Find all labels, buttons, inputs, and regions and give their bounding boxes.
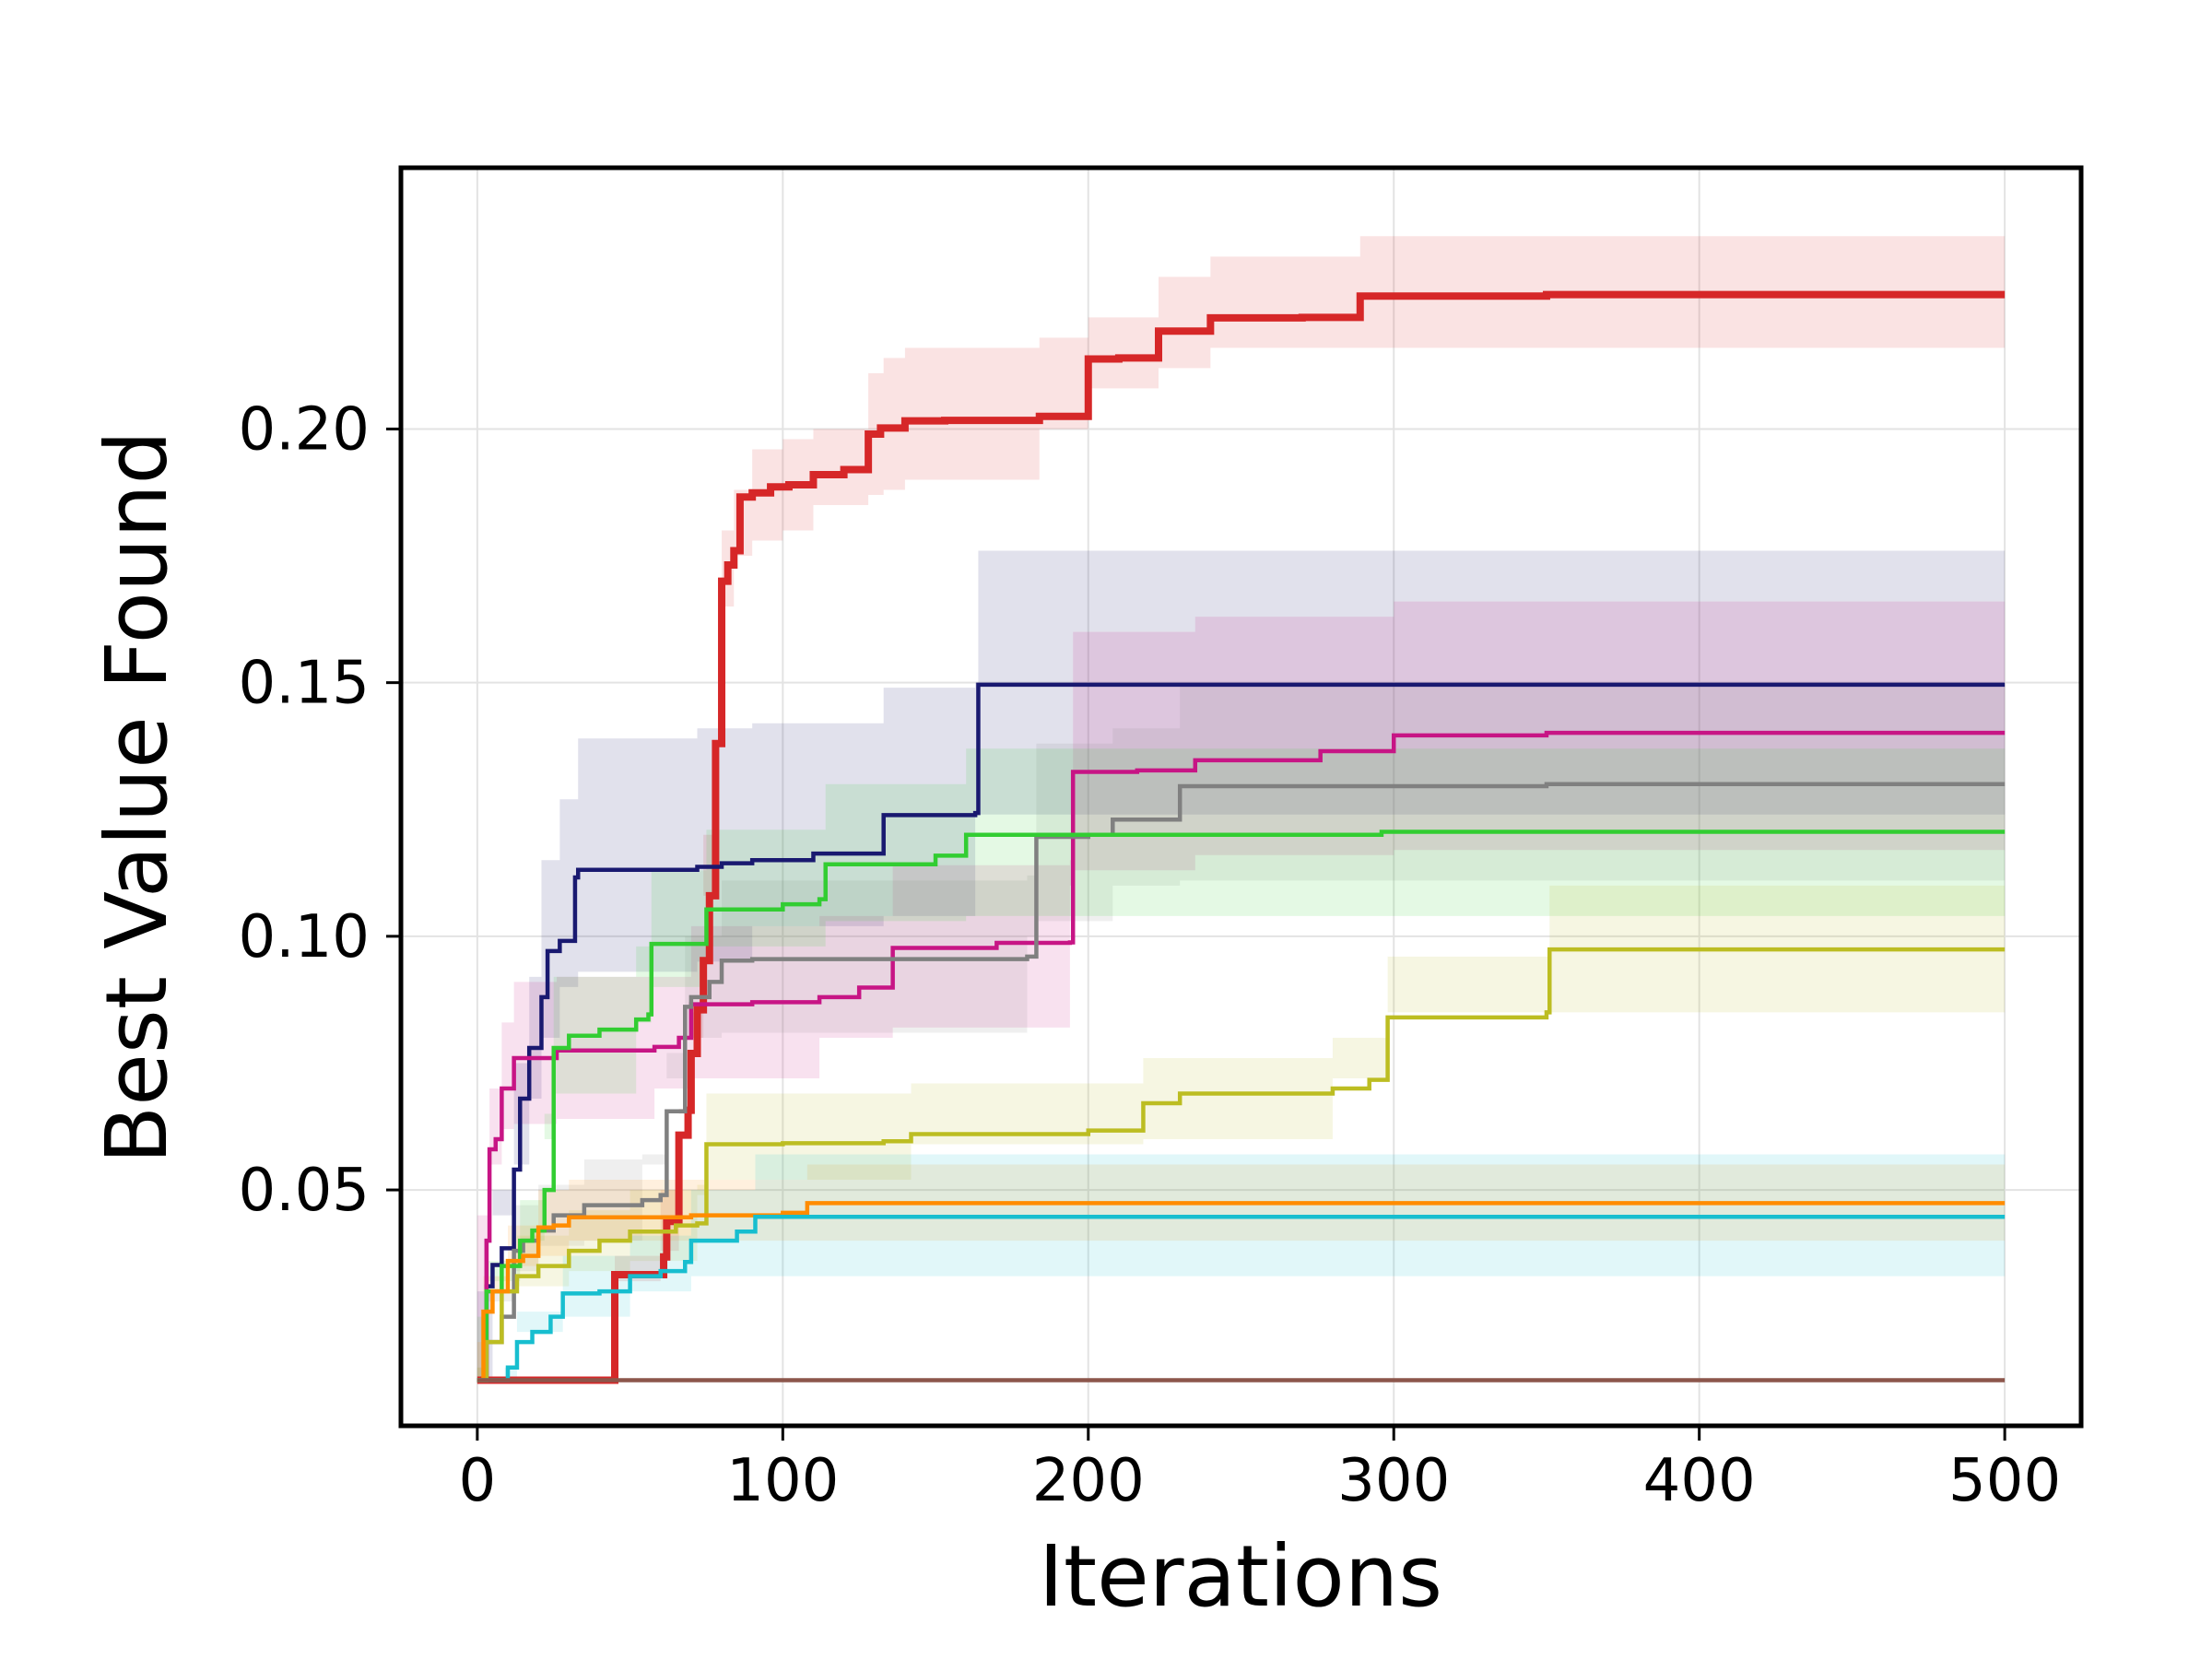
line-olive <box>477 947 2006 1382</box>
band-navy <box>477 550 2006 1381</box>
line-navy <box>477 682 2006 1382</box>
line-green <box>477 830 2006 1382</box>
line-red <box>477 290 2006 1384</box>
band-olive <box>477 885 2006 1381</box>
y-axis-title: Best Value Found <box>88 430 186 1164</box>
x-tick-label: 100 <box>726 1447 839 1515</box>
series-lines <box>477 290 2006 1384</box>
y-tick-label: 0.05 <box>239 1157 371 1225</box>
plot-frame <box>398 165 2084 1429</box>
x-tick-label: 400 <box>1643 1447 1756 1515</box>
x-axis-title: Iterations <box>1039 1527 1442 1626</box>
band-green <box>477 743 2006 1381</box>
x-axis: 0 100 200 300 400 500 <box>459 1426 2061 1515</box>
x-tick-label: 0 <box>459 1447 497 1515</box>
y-tick-label: 0.20 <box>239 395 371 464</box>
x-tick-label: 500 <box>1948 1447 2061 1515</box>
y-tick-label: 0.10 <box>239 903 371 971</box>
line-magenta <box>477 730 2006 1382</box>
band-red <box>477 236 2006 1381</box>
y-axis: 0.05 0.10 0.15 0.20 <box>239 395 401 1225</box>
line-cyan <box>477 1214 2006 1382</box>
y-tick-label: 0.15 <box>239 650 371 718</box>
x-tick-label: 300 <box>1337 1447 1450 1515</box>
line-orange <box>477 1201 2006 1382</box>
band-magenta <box>477 601 2006 1381</box>
band-gray <box>477 677 2006 1381</box>
confidence-bands <box>477 236 2006 1381</box>
x-tick-label: 200 <box>1032 1447 1145 1515</box>
band-cyan <box>477 1154 2006 1381</box>
